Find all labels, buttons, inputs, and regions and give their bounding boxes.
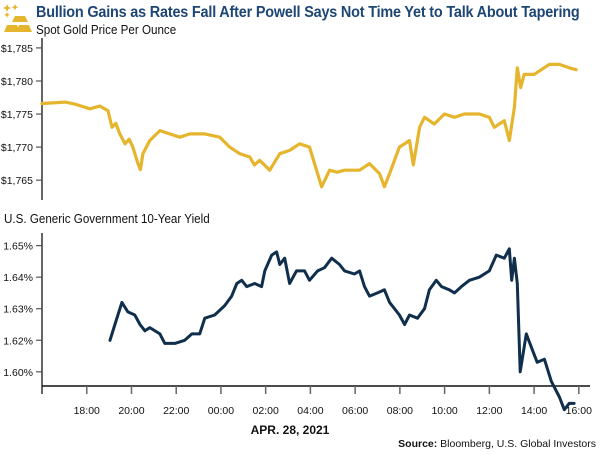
x-tick-label: 02:00	[253, 405, 279, 417]
y-tick-label: $1,770	[1, 142, 33, 154]
y-tick-label: 1.62%	[3, 335, 33, 347]
y-tick-label: $1,775	[1, 109, 33, 121]
chart-title: Bullion Gains as Rates Fall After Powell…	[36, 4, 580, 21]
x-tick-label: 22:00	[163, 405, 189, 417]
y-tick-label: $1,780	[1, 76, 33, 88]
x-axis-label-text: APR. 28, 2021	[250, 423, 330, 437]
x-tick-label: 20:00	[118, 405, 144, 417]
x-tick-label: 18:00	[74, 405, 100, 417]
x-tick-label: 16:00	[566, 405, 592, 417]
y-tick-label: 1.65%	[3, 241, 33, 253]
gold-bars-icon	[2, 2, 35, 39]
x-tick-label: 00:00	[208, 405, 234, 417]
x-tick-label: 04:00	[297, 405, 323, 417]
source-label: Source:	[398, 438, 438, 450]
gold-price-line	[40, 62, 578, 189]
y-tick-label: 1.63%	[3, 304, 33, 316]
y-tick-label: 1.60%	[3, 367, 33, 379]
y-tick-label: 1.64%	[3, 272, 33, 284]
x-axis-label: APR. 28, 2021	[0, 423, 600, 437]
y-tick-label: $1,785	[1, 43, 33, 55]
source-text: Bloomberg, U.S. Global Investors	[437, 438, 596, 450]
source-note: Source: Bloomberg, U.S. Global Investors	[398, 438, 596, 450]
x-tick-label: 12:00	[476, 405, 502, 417]
yield-line	[108, 247, 576, 412]
yield-panel-title: U.S. Generic Government 10-Year Yield	[4, 212, 210, 226]
x-tick-label: 10:00	[431, 405, 457, 417]
x-tick-label: 14:00	[521, 405, 547, 417]
x-tick-label: 08:00	[387, 405, 413, 417]
x-tick-label: 06:00	[342, 405, 368, 417]
y-tick-label: $1,765	[1, 175, 33, 187]
gold-panel-title: Spot Gold Price Per Ounce	[36, 23, 177, 37]
